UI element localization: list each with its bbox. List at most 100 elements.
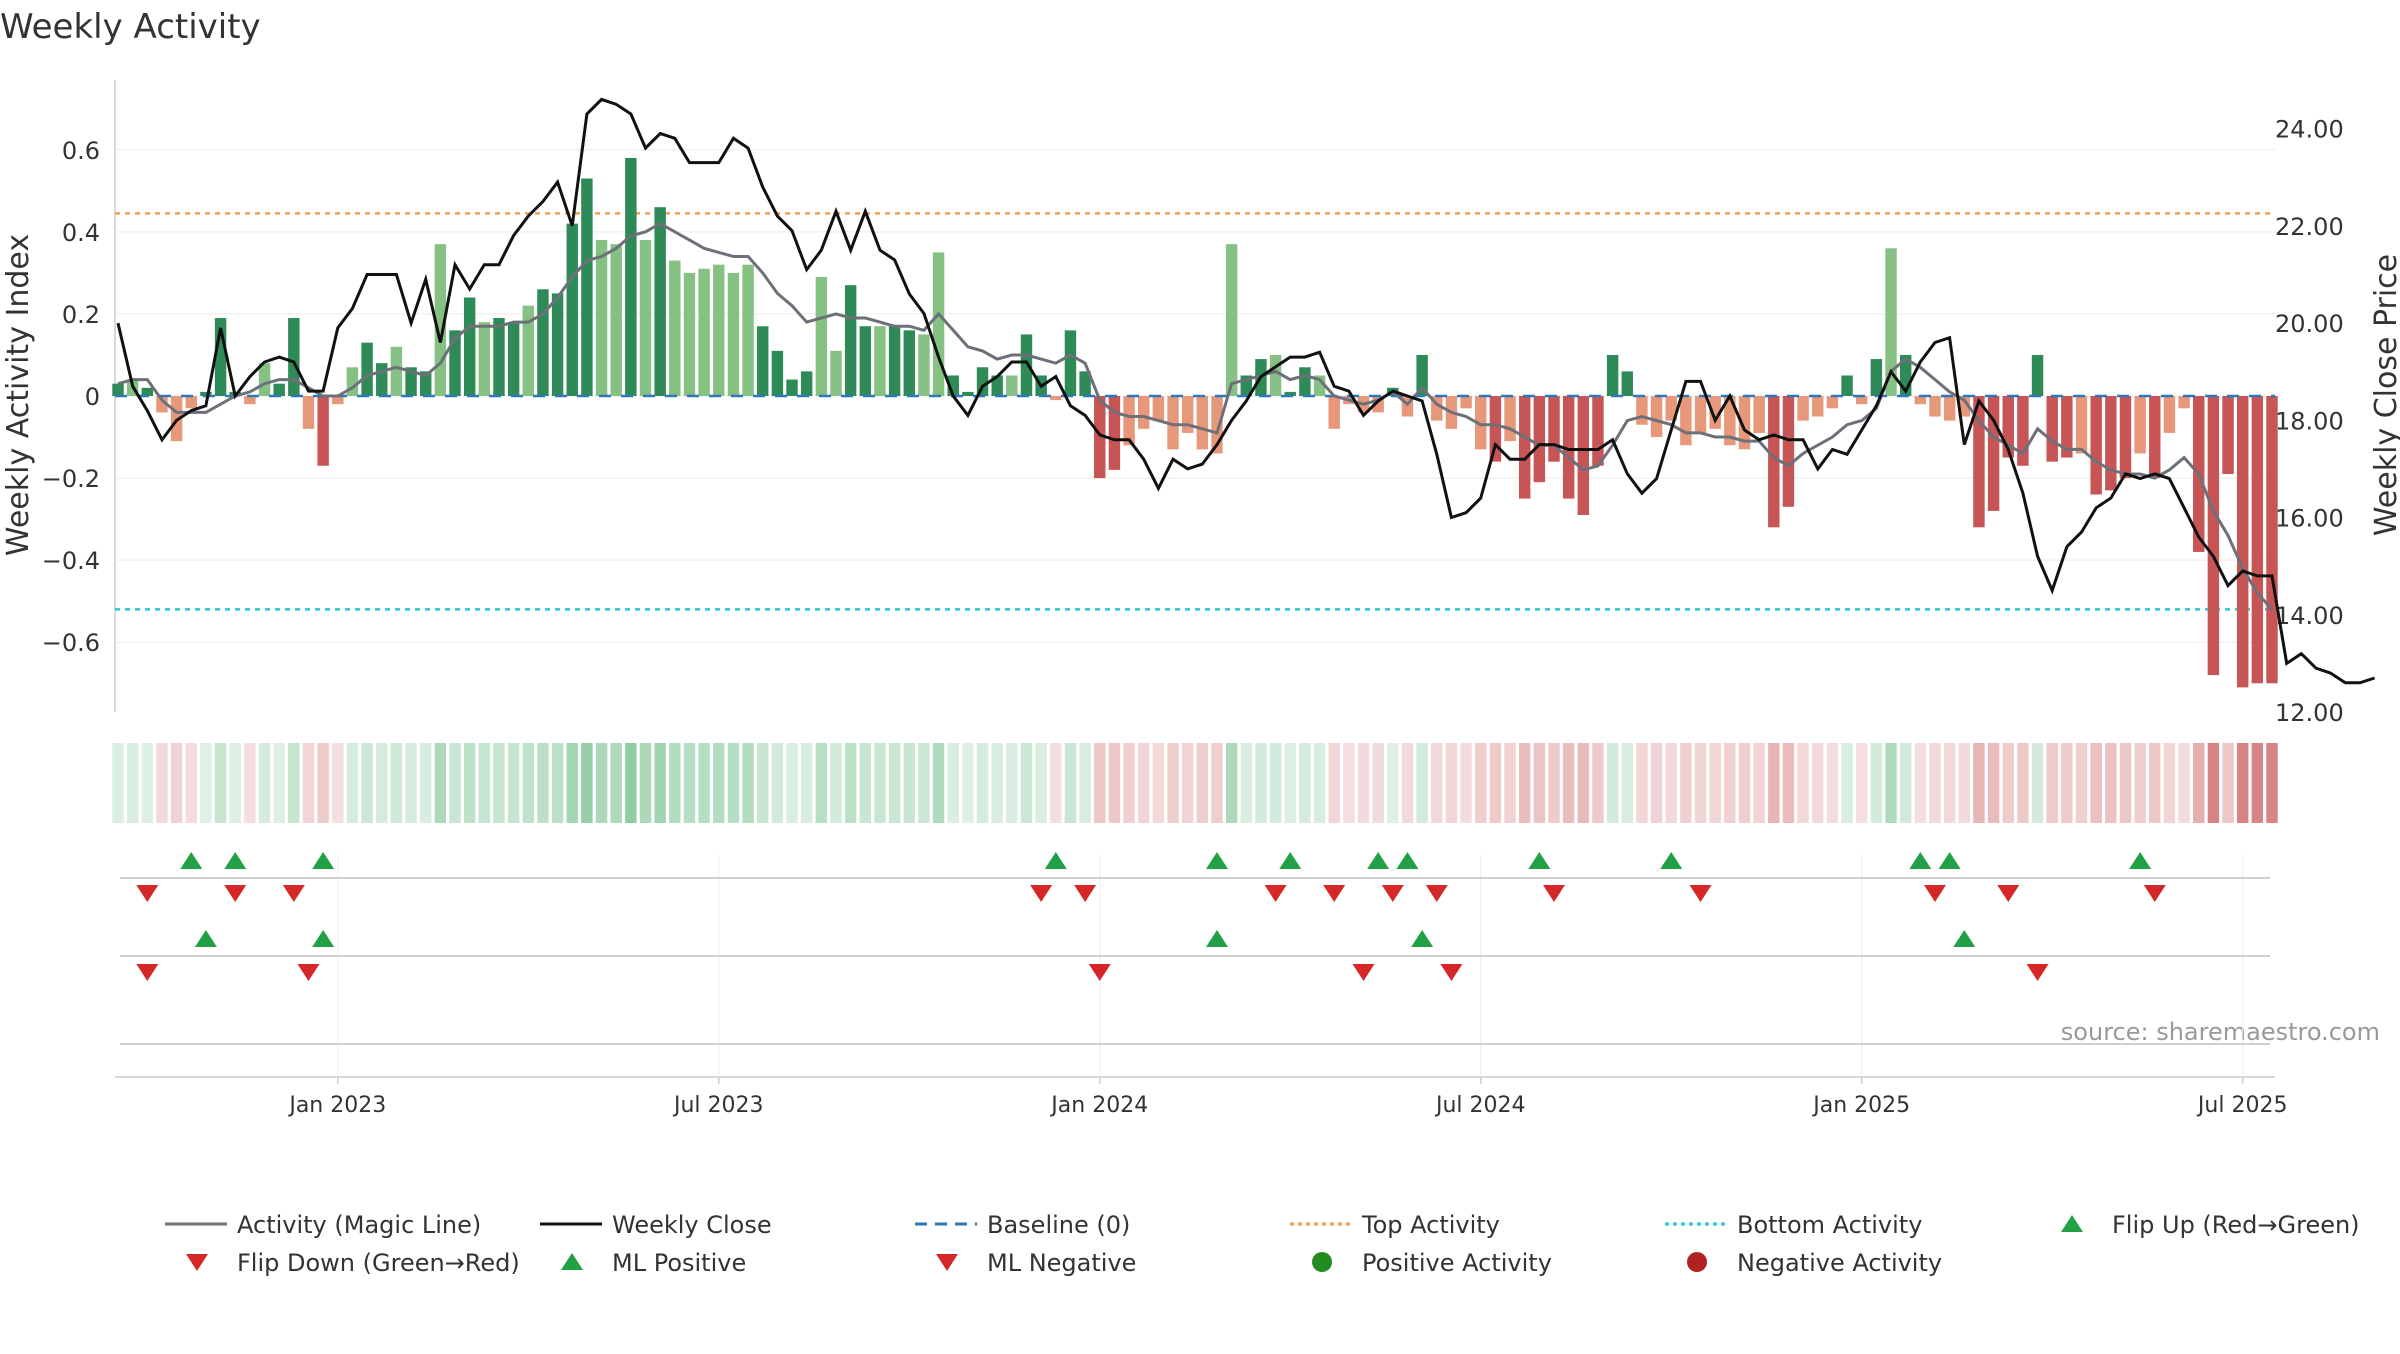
heat-strip-cell bbox=[1636, 743, 1648, 823]
activity-bar bbox=[918, 334, 930, 396]
activity-bar bbox=[1738, 396, 1751, 450]
heat-strip-cell bbox=[1299, 743, 1311, 823]
activity-bar bbox=[1181, 396, 1194, 433]
heat-strip-cell bbox=[2193, 743, 2205, 823]
activity-bar bbox=[1562, 396, 1575, 499]
activity-bar bbox=[1079, 371, 1091, 396]
activity-bar bbox=[1812, 396, 1824, 417]
ml-negative-marker bbox=[2026, 964, 2049, 981]
heat-strip-cell bbox=[844, 743, 857, 823]
activity-bar bbox=[112, 383, 124, 396]
flip-down-marker bbox=[1381, 885, 1404, 902]
heat-strip-cell bbox=[1943, 743, 1956, 823]
heat-strip-cell bbox=[156, 743, 168, 823]
flip-down-marker bbox=[1997, 885, 2020, 902]
activity-bar bbox=[2119, 396, 2132, 479]
activity-bar bbox=[1621, 371, 1633, 396]
heat-strip-cell bbox=[1064, 743, 1077, 823]
heat-strip-cell bbox=[2149, 743, 2161, 823]
flip-down-marker bbox=[1425, 885, 1448, 902]
heat-strip-cell bbox=[1709, 743, 1721, 823]
activity-bar bbox=[610, 244, 622, 396]
heat-strip-cell bbox=[258, 743, 271, 823]
heat-strip-cell bbox=[1343, 743, 1355, 823]
heat-strip-cell bbox=[962, 743, 974, 823]
heat-strip-cell bbox=[507, 743, 520, 823]
activity-bar bbox=[434, 244, 447, 396]
activity-bar bbox=[669, 260, 681, 396]
activity-bar bbox=[200, 391, 212, 396]
heat-strip-cell bbox=[478, 743, 491, 823]
flip-down-marker bbox=[1689, 885, 1712, 902]
activity-bar bbox=[581, 178, 593, 396]
activity-bar bbox=[1914, 396, 1927, 405]
heat-strip-cell bbox=[1665, 743, 1677, 823]
heat-strip-cell bbox=[2134, 743, 2146, 823]
heat-strip-cell bbox=[1753, 743, 1765, 823]
activity-bar bbox=[141, 387, 154, 396]
ml-negative-marker bbox=[1440, 964, 1463, 981]
heat-strip-cell bbox=[434, 743, 447, 823]
activity-bar bbox=[214, 318, 227, 396]
flip-up-marker bbox=[1044, 852, 1067, 869]
y-tick-label: 0.4 bbox=[62, 219, 100, 247]
heat-strip-cell bbox=[1255, 743, 1267, 823]
heat-strip-cell bbox=[2119, 743, 2132, 823]
activity-bar bbox=[2090, 396, 2102, 495]
heat-strip-cell bbox=[610, 743, 622, 823]
heat-strip-cell bbox=[874, 743, 886, 823]
activity-bar bbox=[815, 276, 828, 396]
activity-bar bbox=[1416, 354, 1428, 396]
legend-weekly-close: Weekly Close bbox=[540, 1211, 772, 1239]
activity-bar bbox=[932, 252, 945, 396]
activity-bar bbox=[537, 289, 549, 396]
ml-positive-marker bbox=[1411, 930, 1434, 947]
activity-bar bbox=[317, 396, 329, 466]
activity-bar bbox=[390, 346, 403, 396]
legend-swatch bbox=[936, 1254, 958, 1271]
activity-bar bbox=[1284, 391, 1296, 396]
activity-bar bbox=[258, 363, 271, 396]
activity-bar bbox=[1782, 396, 1795, 507]
heat-strip-cell bbox=[346, 743, 359, 823]
heat-strip-cell bbox=[2251, 743, 2264, 823]
flip-down-marker bbox=[1264, 885, 1287, 902]
activity-bar bbox=[2149, 396, 2161, 479]
activity-bar bbox=[1768, 396, 1780, 528]
flip-down-marker bbox=[2143, 885, 2166, 902]
activity-bar bbox=[1475, 396, 1487, 450]
activity-bar bbox=[1958, 396, 1971, 417]
heat-strip-cell bbox=[1562, 743, 1575, 823]
activity-bar bbox=[1987, 396, 2000, 511]
activity-bar bbox=[1885, 248, 1897, 396]
y-axis-label: Weekly Activity Index bbox=[1, 234, 36, 556]
flip-down-marker bbox=[1923, 885, 1946, 902]
heat-strip-cell bbox=[581, 743, 593, 823]
flip-up-marker bbox=[1938, 852, 1961, 869]
legend-label: Baseline (0) bbox=[987, 1211, 1130, 1239]
heat-strip-cell bbox=[2105, 743, 2117, 823]
activity-bar bbox=[463, 297, 476, 396]
activity-bar bbox=[800, 371, 813, 396]
heat-strip-cell bbox=[1475, 743, 1487, 823]
x-tick-label: Jan 2024 bbox=[1049, 1093, 1148, 1118]
heat-strip-cell bbox=[947, 743, 959, 823]
heat-strip-cell bbox=[332, 743, 344, 823]
activity-bar bbox=[288, 318, 300, 396]
heat-strip-cell bbox=[405, 743, 417, 823]
heat-strip-cell bbox=[1240, 743, 1253, 823]
flip-up-marker bbox=[1909, 852, 1932, 869]
activity-bar bbox=[1460, 396, 1472, 409]
legend-label: Bottom Activity bbox=[1737, 1211, 1922, 1239]
heat-strip-cell bbox=[493, 743, 505, 823]
y-tick-label: −0.4 bbox=[42, 547, 100, 575]
y2-tick-label: 16.00 bbox=[2275, 505, 2344, 533]
flip-up-marker bbox=[1396, 852, 1419, 869]
y-tick-label: −0.6 bbox=[42, 629, 100, 657]
y2-axis-label: Weekly Close Price bbox=[2369, 254, 2400, 536]
source-text: source: sharemaestro.com bbox=[2061, 1018, 2380, 1046]
legend-label: Flip Down (Green→Red) bbox=[237, 1249, 520, 1277]
heat-strip-cell bbox=[200, 743, 212, 823]
heat-strip-cell bbox=[1167, 743, 1179, 823]
heat-strip-cell bbox=[273, 743, 285, 823]
